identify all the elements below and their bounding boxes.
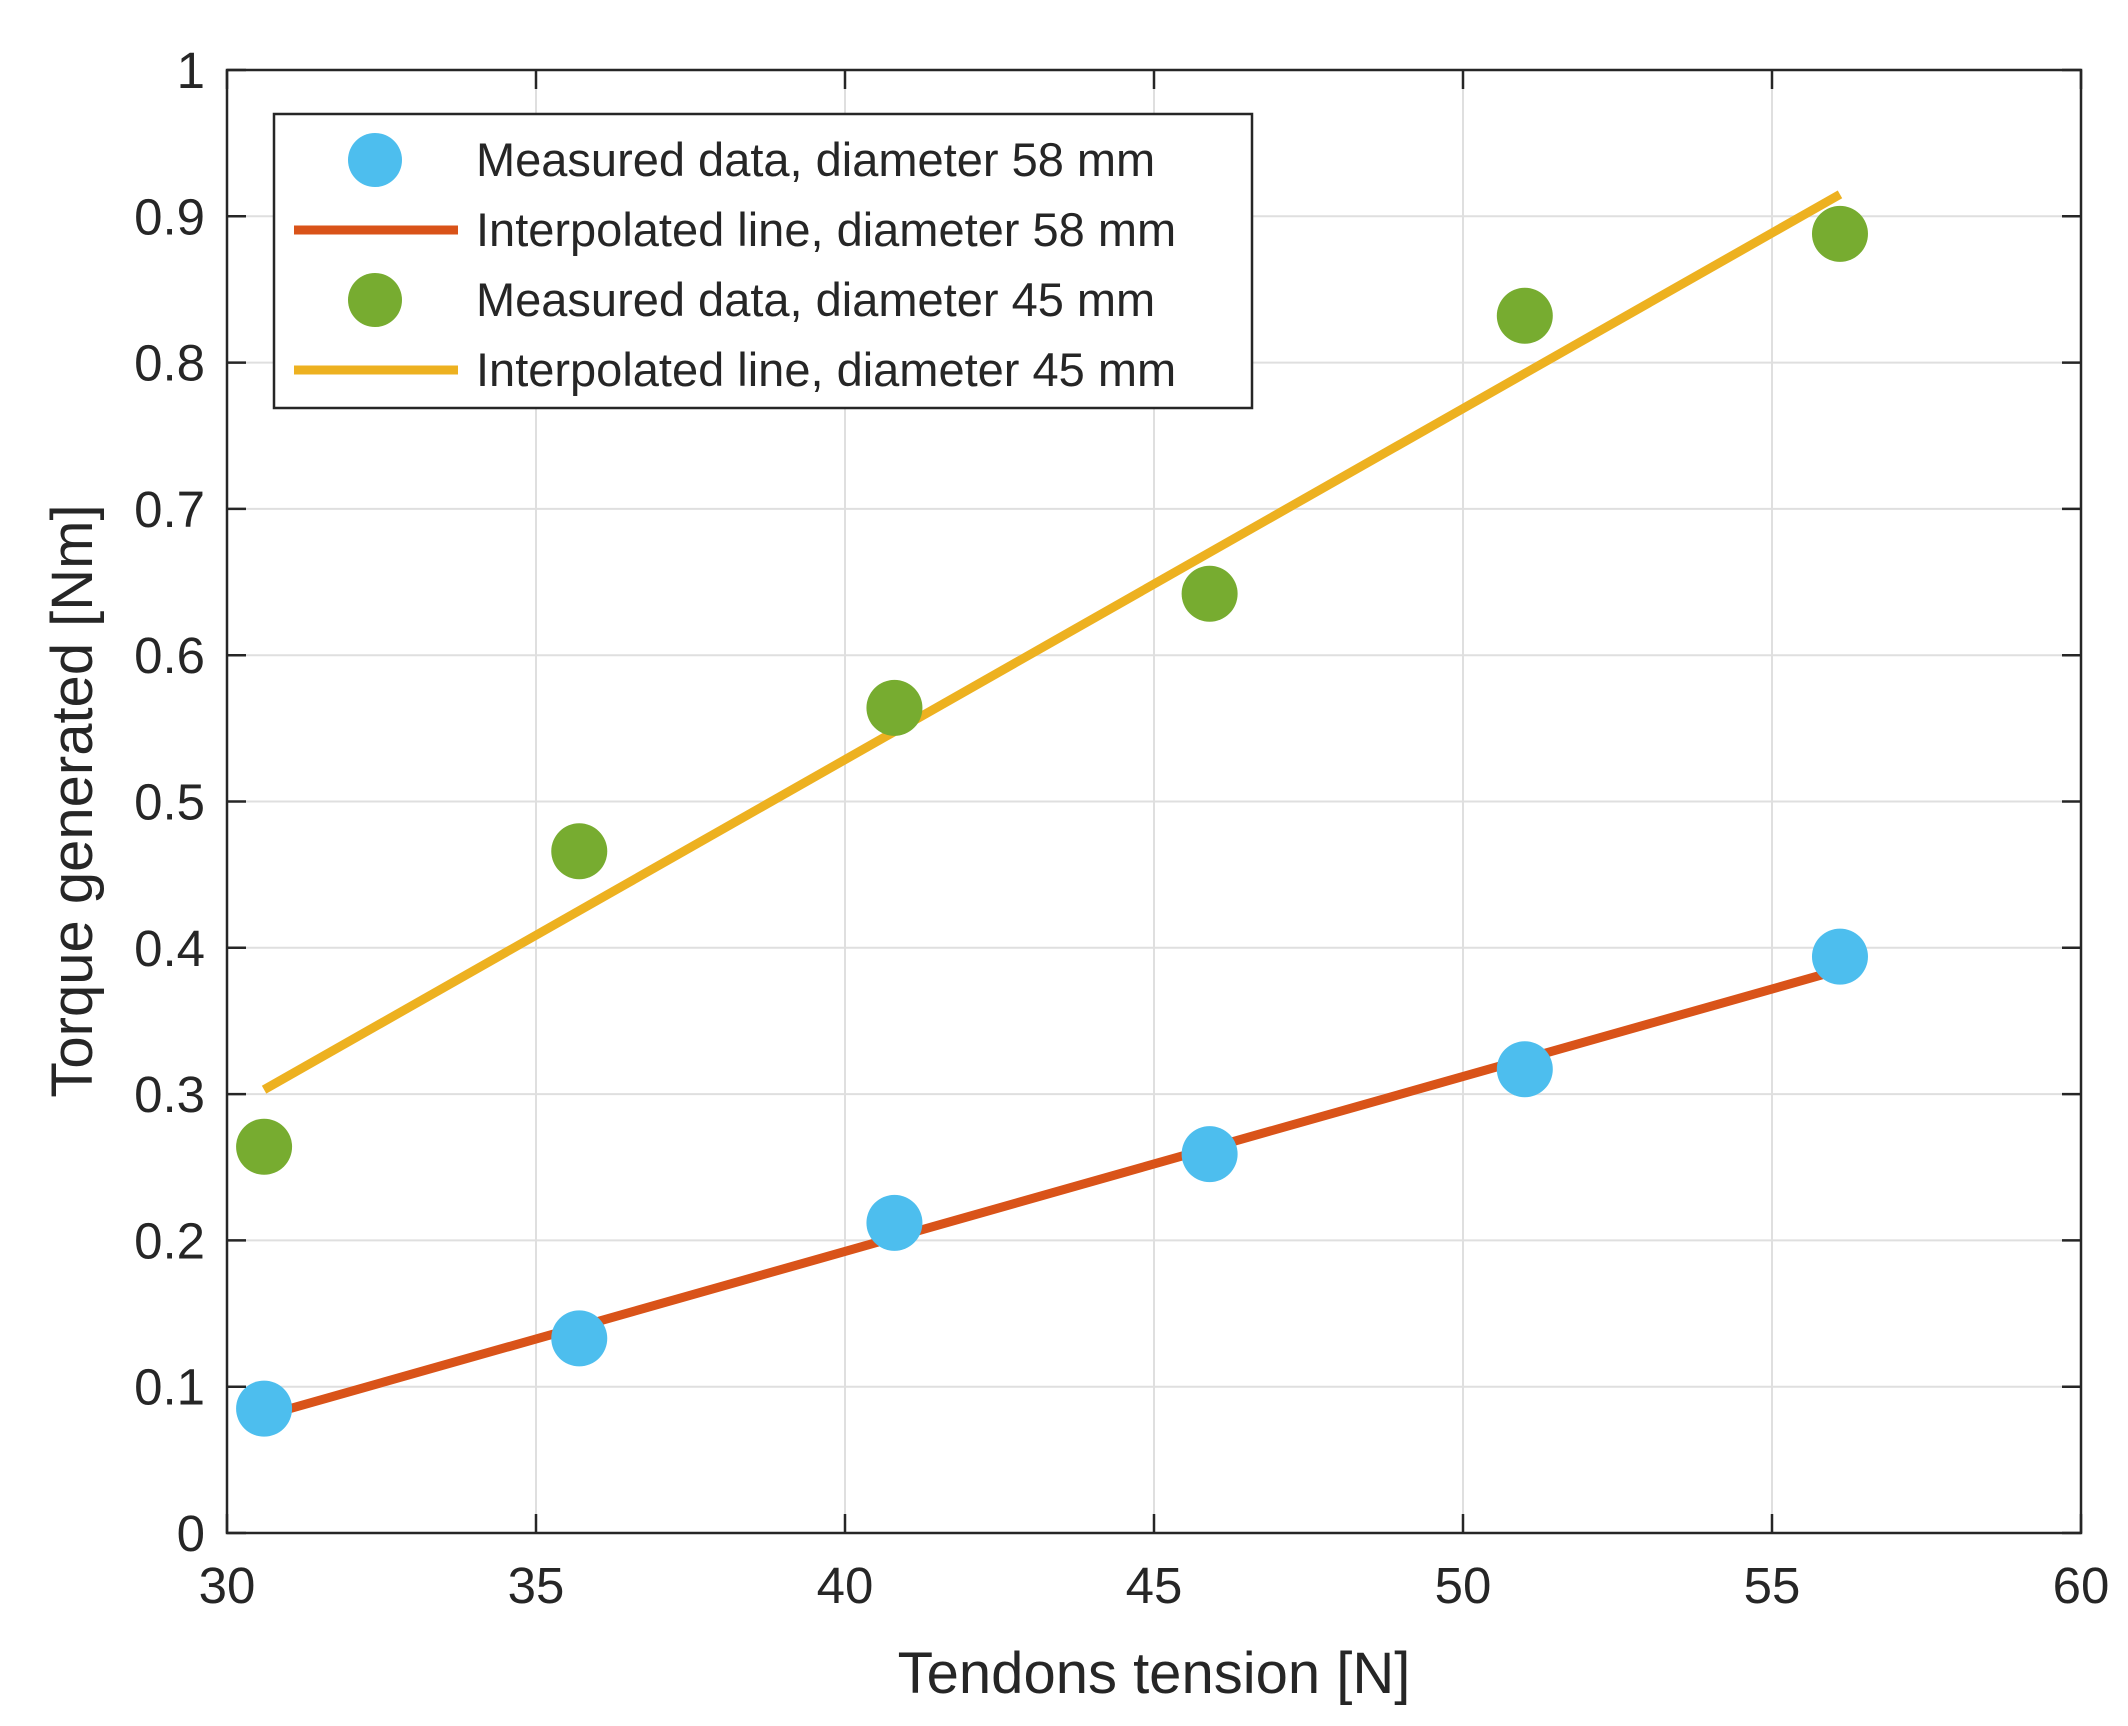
legend-marker (348, 133, 402, 187)
y-tick-label: 0.2 (134, 1212, 205, 1269)
data-point (1496, 1041, 1553, 1098)
y-tick-label: 0.6 (134, 627, 205, 684)
x-tick-label: 60 (2053, 1557, 2110, 1614)
tick-labels: 30 35 40 45 50 55 60 0 0.1 0.2 0.3 0.4 0.5 0.6 0.7 0.8 0… (134, 42, 2109, 1614)
y-tick-label: 0 (177, 1505, 205, 1562)
x-tick-label: 30 (199, 1557, 256, 1614)
y-tick-label: 1 (177, 42, 205, 99)
legend-label: Measured data, diameter 58 mm (476, 133, 1155, 186)
data-point (551, 1310, 608, 1367)
data-point (1181, 565, 1238, 622)
y-tick-label: 0.8 (134, 335, 205, 392)
x-tick-label: 45 (1126, 1557, 1183, 1614)
legend-box (272, 112, 1254, 410)
x-tick-label: 50 (1435, 1557, 1492, 1614)
y-axis-label: Torque generated [Nm] (40, 504, 105, 1097)
y-tick-label: 0.9 (134, 188, 205, 245)
data-point (236, 1118, 293, 1175)
data-point (236, 1380, 293, 1437)
y-tick-label: 0.1 (134, 1359, 205, 1416)
legend-label: Measured data, diameter 45 mm (476, 273, 1155, 326)
legend-label: Interpolated line, diameter 45 mm (476, 343, 1176, 396)
y-tick-label: 0.3 (134, 1066, 205, 1123)
data-point (551, 823, 608, 880)
series-line (261, 190, 1843, 1094)
data-point (866, 679, 923, 736)
series-line (262, 965, 1842, 1421)
data-point (1496, 287, 1553, 344)
legend: Measured data, diameter 58 mm Interpolate… (272, 112, 1254, 410)
legend-label: Interpolated line, diameter 58 mm (476, 203, 1176, 256)
data-point (1811, 205, 1868, 262)
y-tick-label: 0.7 (134, 481, 205, 538)
legend-marker (348, 273, 402, 327)
data-point (1811, 928, 1868, 985)
x-axis-label: Tendons tension [N] (898, 1641, 1411, 1706)
x-tick-label: 35 (508, 1557, 565, 1614)
data-point (866, 1194, 923, 1251)
y-tick-label: 0.5 (134, 774, 205, 831)
y-tick-label: 0.4 (134, 920, 205, 977)
series-layer (236, 190, 1868, 1437)
data-point (1181, 1126, 1238, 1183)
x-tick-label: 40 (817, 1557, 874, 1614)
x-tick-label: 55 (1744, 1557, 1801, 1614)
ticks (225, 68, 2083, 1535)
legend-items: Measured data, diameter 58 mm Interpolate… (294, 133, 1176, 396)
